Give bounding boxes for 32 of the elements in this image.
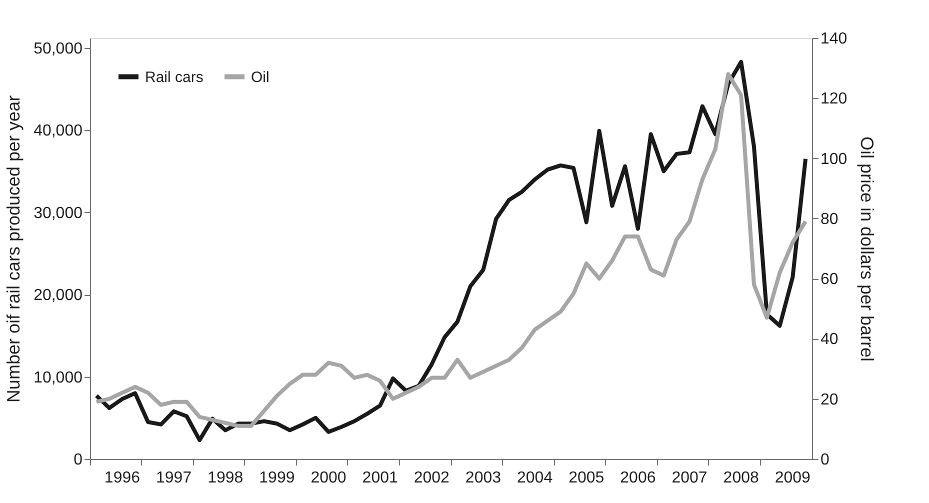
x-tick-label: 2006 <box>620 470 656 486</box>
x-tick-label: 2001 <box>362 470 398 486</box>
y-tick-label: 20,000 <box>34 287 83 304</box>
y2-tick-label: 40 <box>820 331 838 348</box>
x-tick-label: 1999 <box>259 470 295 486</box>
y-axis-title: Number oif rail cars produced per year <box>4 95 24 403</box>
x-tick-label: 2005 <box>568 470 604 486</box>
x-tick-label: 1998 <box>208 470 244 486</box>
legend-label: Rail cars <box>145 68 204 86</box>
y-tick-label: 0 <box>74 452 83 468</box>
x-tick-label: 1997 <box>156 470 192 486</box>
y2-tick-label: 0 <box>820 452 830 468</box>
x-tick-label: 2000 <box>310 470 346 486</box>
y-tick-label: 10,000 <box>34 369 83 386</box>
y2-tick-label: 120 <box>820 90 848 108</box>
y2-tick-label: 20 <box>820 391 838 408</box>
legend-label: Oil <box>251 68 270 86</box>
y2-tick-label: 80 <box>820 210 838 228</box>
x-tick-label: 2007 <box>672 470 708 486</box>
x-tick-label: 2004 <box>517 470 553 486</box>
y2-tick-label: 100 <box>820 150 848 168</box>
y2-axis-title: Oil price in dollars per barrel <box>857 136 878 362</box>
x-tick-label: 1996 <box>104 470 140 486</box>
y2-tick-label: 140 <box>820 30 848 48</box>
y-tick-label: 50,000 <box>34 40 83 58</box>
x-tick-label: 2009 <box>774 470 811 486</box>
y2-tick-label: 60 <box>820 271 838 288</box>
y-tick-label: 40,000 <box>34 122 83 140</box>
y-tick-label: 30,000 <box>34 204 83 222</box>
x-tick-label: 2008 <box>723 470 759 486</box>
x-tick-label: 2003 <box>465 470 502 486</box>
x-tick-label: 2002 <box>414 470 450 486</box>
